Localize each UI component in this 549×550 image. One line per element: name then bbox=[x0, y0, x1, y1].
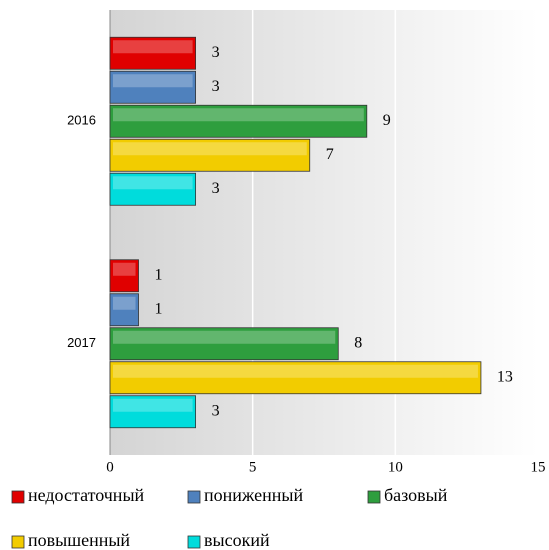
bar bbox=[109, 172, 196, 206]
bar bbox=[109, 36, 196, 70]
bar bbox=[109, 259, 139, 293]
x-tick-label: 0 bbox=[106, 459, 114, 475]
data-label: 3 bbox=[212, 180, 220, 197]
legend-label: недостаточный bbox=[28, 485, 145, 505]
bar-highlight bbox=[113, 142, 307, 156]
y-tick-label: 2017 bbox=[67, 335, 96, 350]
x-tick-label: 10 bbox=[388, 459, 403, 475]
y-tick-label: 2016 bbox=[67, 113, 96, 128]
legend-label: высокий bbox=[204, 530, 270, 550]
bar bbox=[109, 361, 482, 395]
bar-highlight bbox=[113, 40, 193, 54]
data-label: 9 bbox=[383, 112, 391, 129]
bar-highlight bbox=[113, 398, 193, 412]
bar-highlight bbox=[113, 296, 136, 310]
x-tick-label: 15 bbox=[531, 459, 546, 475]
legend-swatch bbox=[187, 490, 201, 504]
legend-swatch bbox=[367, 490, 381, 504]
bar-highlight bbox=[113, 330, 336, 344]
data-label: 3 bbox=[212, 78, 220, 95]
bar-highlight bbox=[113, 364, 478, 378]
x-tick-label: 5 bbox=[249, 459, 257, 475]
bar-highlight bbox=[113, 74, 193, 88]
data-label: 3 bbox=[212, 402, 220, 419]
data-label: 7 bbox=[326, 146, 334, 163]
legend-label: базовый bbox=[384, 485, 448, 505]
bar bbox=[109, 104, 368, 138]
data-label: 8 bbox=[354, 334, 362, 351]
legend-swatch bbox=[11, 490, 25, 504]
bar bbox=[109, 293, 139, 327]
legend-swatch bbox=[187, 535, 201, 549]
legend-label: пониженный bbox=[204, 485, 303, 505]
legend-swatch bbox=[11, 535, 25, 549]
data-label: 1 bbox=[155, 266, 163, 283]
legend-label: повышенный bbox=[28, 530, 130, 550]
data-label: 13 bbox=[497, 368, 513, 385]
bar-highlight bbox=[113, 108, 364, 122]
bar bbox=[109, 327, 339, 361]
bar-highlight bbox=[113, 176, 193, 190]
data-label: 1 bbox=[155, 300, 163, 317]
data-label: 3 bbox=[212, 44, 220, 61]
bar bbox=[109, 70, 196, 104]
bar-highlight bbox=[113, 262, 136, 276]
bar bbox=[109, 138, 311, 172]
bar bbox=[109, 395, 196, 429]
